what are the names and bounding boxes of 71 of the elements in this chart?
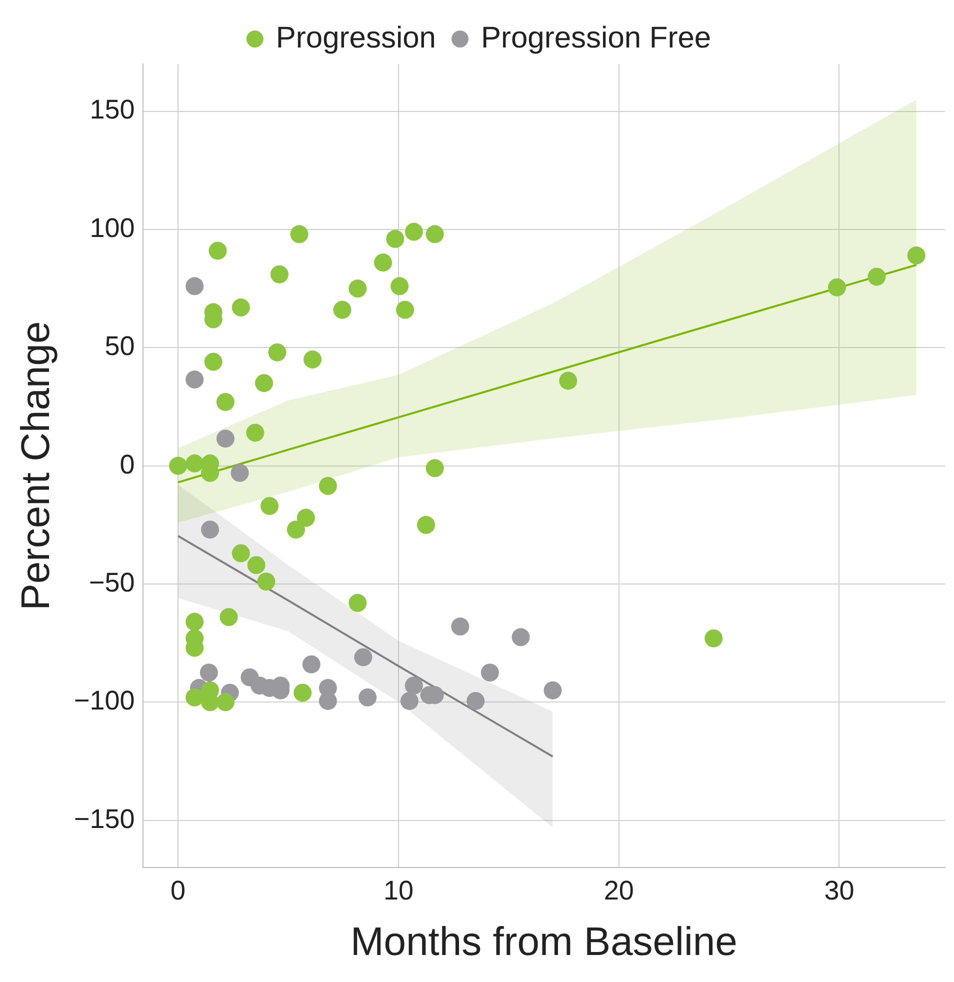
point [390,277,409,296]
point [201,520,220,539]
point [400,692,418,710]
point [559,372,578,390]
y-tick-label: 100 [90,212,135,243]
point [260,496,279,515]
point [512,628,530,646]
point [268,343,286,362]
point [246,424,264,442]
point [232,298,250,316]
point [348,594,367,612]
point [404,676,423,695]
point [374,254,392,272]
x-tick-label: 20 [604,875,634,906]
point [354,648,372,666]
x-tick-label: 30 [824,875,854,906]
point [544,681,562,700]
point [348,280,367,298]
point [426,459,444,478]
point [257,572,276,591]
y-tick-label: 0 [120,449,135,480]
y-axis-title: Percent Change [14,321,58,610]
y-tick-label: 150 [90,94,135,125]
point [186,612,204,631]
point [868,268,886,286]
point [417,516,436,534]
point [466,692,485,710]
y-tick-label: 50 [104,331,135,362]
point [358,688,377,706]
point [216,693,234,712]
x-tick-label: 0 [170,875,186,906]
x-tick-label: 10 [383,875,414,906]
y-tick-label: −150 [74,804,135,834]
point [255,374,274,392]
y-tick-label: −100 [74,686,135,716]
point [232,544,250,562]
point [304,350,322,368]
point [386,230,404,248]
point [186,454,204,472]
point [186,688,204,706]
point [200,664,218,682]
point [220,608,238,626]
point [247,556,266,574]
y-tick-label: −50 [89,567,135,598]
point [216,392,234,411]
point [290,225,308,244]
point [451,618,470,636]
point [396,300,414,319]
point [480,664,499,682]
legend-label: Progression Free [480,21,712,54]
point [230,464,249,482]
point [333,300,352,319]
point [216,430,234,448]
point [907,246,926,264]
point [704,629,723,648]
point [296,508,315,527]
point [404,222,423,241]
point [169,456,188,475]
point [318,476,337,495]
point [294,684,312,702]
x-axis-title: Months from Baseline [350,920,738,964]
point [286,520,305,539]
point [208,242,227,260]
point [426,225,444,244]
point [302,655,320,674]
point [186,277,204,296]
point [186,370,204,389]
legend-label: Progression [276,21,436,54]
point [270,265,288,284]
point [204,352,222,371]
point [828,278,846,296]
